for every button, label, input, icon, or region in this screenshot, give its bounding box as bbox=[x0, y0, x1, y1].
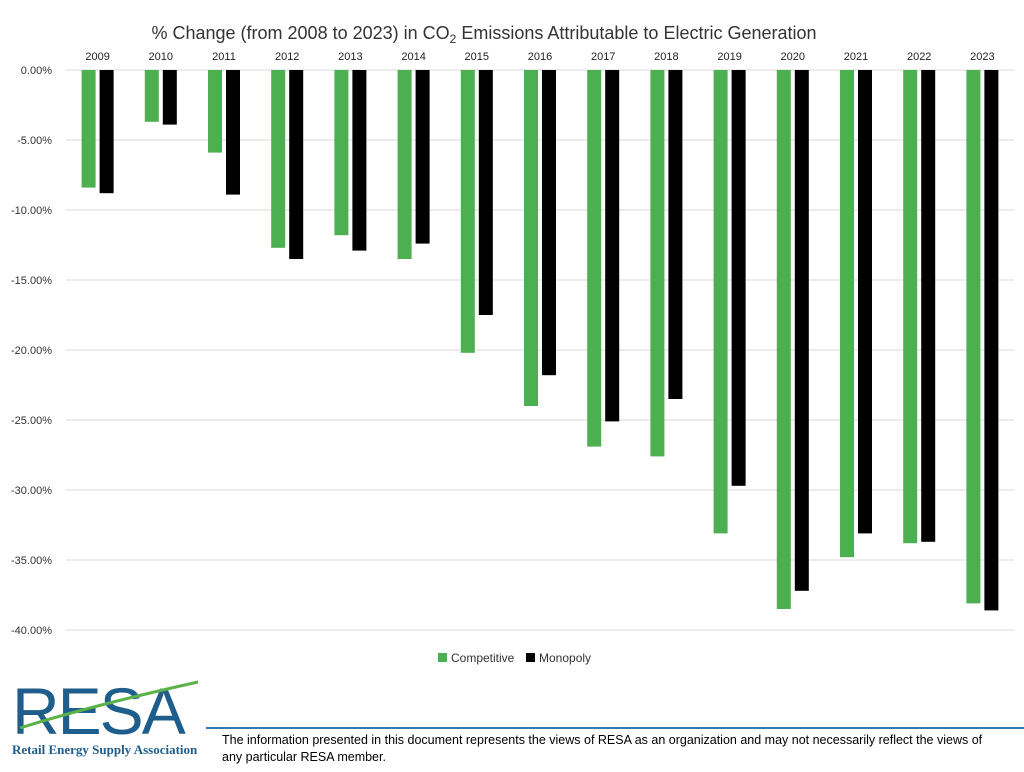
legend-label-monopoly: Monopoly bbox=[539, 651, 591, 665]
x-category-label: 2010 bbox=[149, 51, 173, 63]
y-tick-label: 0.00% bbox=[21, 65, 52, 77]
y-tick-label: -5.00% bbox=[17, 135, 52, 147]
bar-competitive-2014 bbox=[397, 70, 412, 259]
x-category-label: 2013 bbox=[338, 51, 362, 63]
bar-monopoly-2009 bbox=[99, 70, 114, 194]
x-category-label: 2019 bbox=[717, 51, 741, 63]
bar-monopoly-2016 bbox=[542, 70, 556, 376]
y-axis-ticks: 0.00% -5.00% -10.00% -15.00% -20.00% -25.00% -… bbox=[11, 65, 52, 637]
bar-competitive-2009 bbox=[81, 70, 96, 188]
bar-monopoly-2011 bbox=[226, 70, 240, 195]
x-category-label: 2012 bbox=[275, 51, 299, 63]
y-tick-label: -25.00% bbox=[11, 415, 52, 427]
y-tick-label: -20.00% bbox=[11, 345, 52, 357]
bar-competitive-2013 bbox=[334, 70, 349, 236]
chart-title-suffix: Emissions Attributable to Electric Gener… bbox=[456, 23, 816, 43]
bar-monopoly-2018 bbox=[668, 70, 683, 399]
x-category-label: 2021 bbox=[844, 51, 868, 63]
logo-tagline: Retail Energy Supply Association bbox=[12, 742, 198, 757]
bar-competitive-2015 bbox=[460, 70, 475, 353]
bar-competitive-2018 bbox=[650, 70, 665, 457]
bar-monopoly-2013 bbox=[352, 70, 367, 251]
logo-swoosh-icon bbox=[19, 680, 199, 730]
y-tick-label: -15.00% bbox=[11, 275, 52, 287]
bar-monopoly-2010 bbox=[162, 70, 177, 125]
legend-label-competitive: Competitive bbox=[451, 651, 515, 665]
chart-title-prefix: % Change (from 2008 to 2023) in CO bbox=[151, 23, 449, 43]
bar-monopoly-2021 bbox=[858, 70, 872, 534]
bar-monopoly-2014 bbox=[415, 70, 430, 244]
bar-monopoly-2023 bbox=[984, 70, 999, 611]
x-category-label: 2009 bbox=[85, 51, 109, 63]
logo-wordmark: RESA bbox=[12, 676, 186, 746]
chart: % Change (from 2008 to 2023) in CO2 Emis… bbox=[11, 23, 1014, 665]
chart-title-subscript: 2 bbox=[450, 32, 457, 46]
x-category-label: 2016 bbox=[528, 51, 552, 63]
bar-competitive-2021 bbox=[840, 70, 854, 558]
bar-monopoly-2012 bbox=[289, 70, 304, 259]
bar-monopoly-2020 bbox=[794, 70, 809, 591]
x-category-label: 2022 bbox=[907, 51, 931, 63]
legend-swatch-competitive bbox=[438, 653, 447, 662]
bar-competitive-2020 bbox=[776, 70, 791, 609]
bar-competitive-2022 bbox=[903, 70, 918, 544]
y-tick-label: -30.00% bbox=[11, 485, 52, 497]
bar-competitive-2023 bbox=[966, 70, 981, 604]
x-category-label: 2023 bbox=[970, 51, 994, 63]
bar-competitive-2016 bbox=[524, 70, 538, 406]
footer-divider bbox=[206, 727, 1024, 729]
resa-logo: RESA bbox=[10, 674, 210, 764]
bar-monopoly-2022 bbox=[921, 70, 936, 542]
gridlines bbox=[66, 69, 1014, 631]
bar-competitive-2010 bbox=[144, 70, 159, 122]
disclaimer-text: The information presented in this docume… bbox=[222, 733, 983, 764]
chart-title: % Change (from 2008 to 2023) in CO2 Emis… bbox=[151, 23, 816, 46]
x-category-label: 2015 bbox=[465, 51, 489, 63]
x-category-label: 2014 bbox=[401, 51, 425, 63]
legend: Competitive Monopoly bbox=[438, 651, 591, 665]
x-axis-categories: 2009 2010 2011 2012 2013 2014 2015 2016 2017 2018… bbox=[85, 51, 994, 63]
bar-competitive-2019 bbox=[713, 70, 728, 534]
x-category-label: 2011 bbox=[212, 51, 236, 63]
bar-monopoly-2019 bbox=[731, 70, 746, 486]
bar-competitive-2012 bbox=[271, 70, 286, 248]
x-category-label: 2020 bbox=[781, 51, 805, 63]
bar-competitive-2017 bbox=[587, 70, 602, 447]
y-tick-label: -35.00% bbox=[11, 555, 52, 567]
y-tick-label: -40.00% bbox=[11, 625, 52, 637]
legend-swatch-monopoly bbox=[526, 653, 535, 662]
y-tick-label: -10.00% bbox=[11, 205, 52, 217]
bars bbox=[81, 70, 999, 611]
bar-monopoly-2017 bbox=[605, 70, 620, 422]
x-category-label: 2018 bbox=[654, 51, 678, 63]
x-category-label: 2017 bbox=[591, 51, 615, 63]
bar-monopoly-2015 bbox=[478, 70, 493, 315]
bar-competitive-2011 bbox=[208, 70, 222, 153]
